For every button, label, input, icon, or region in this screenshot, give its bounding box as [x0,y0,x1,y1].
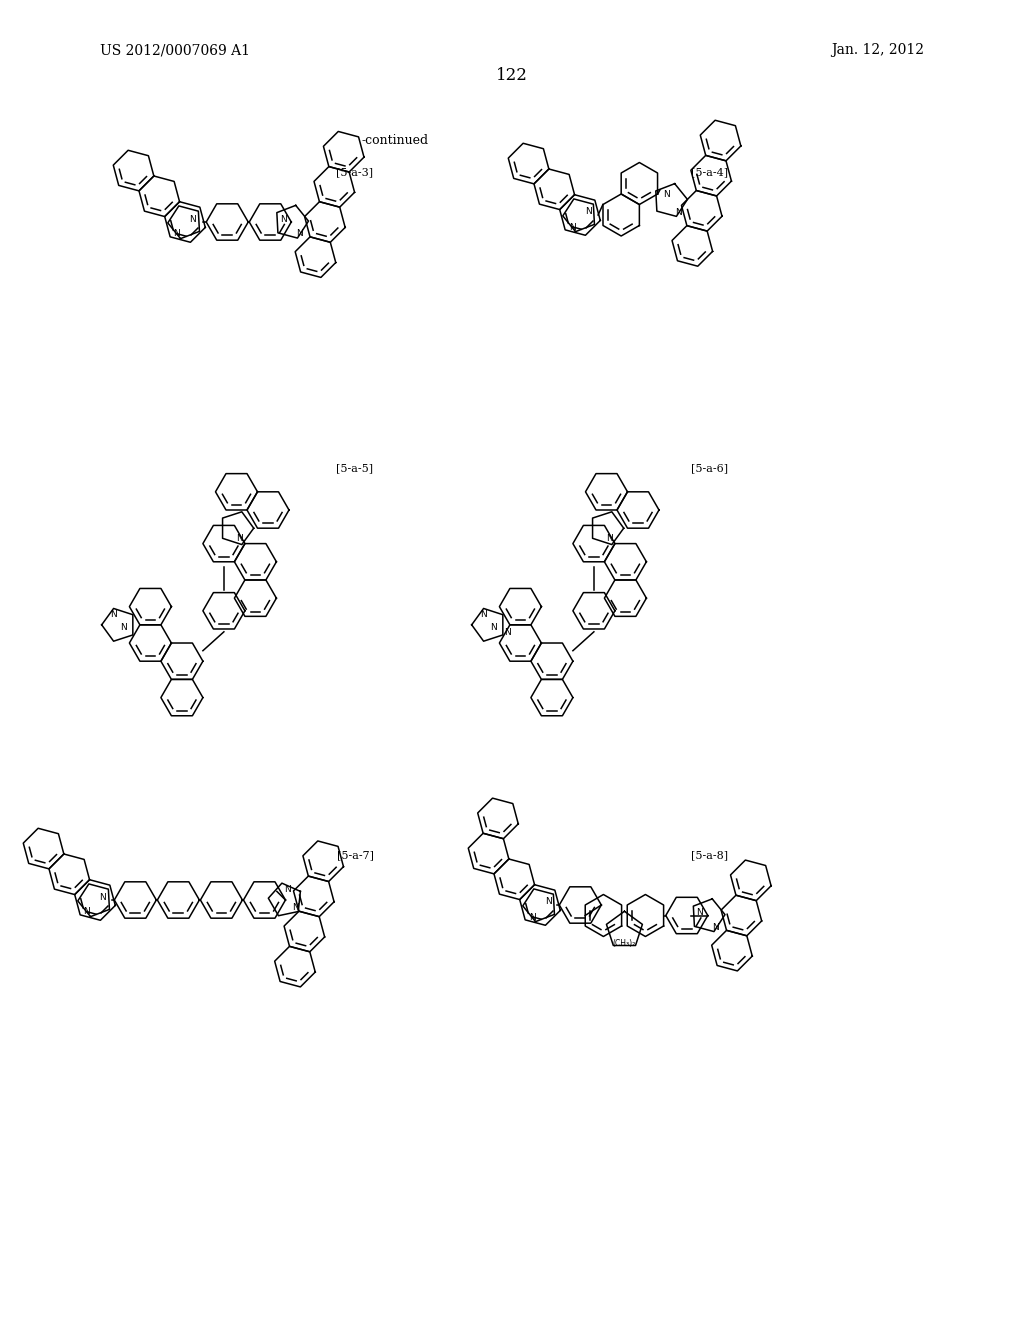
Text: N: N [189,214,197,223]
Text: N: N [111,610,118,619]
Text: N: N [545,898,551,907]
Text: N: N [99,892,106,902]
Text: [5-a-8]: [5-a-8] [691,850,728,861]
Text: [5-a-3]: [5-a-3] [337,168,374,177]
Text: (CH₃)₂: (CH₃)₂ [612,940,636,948]
Text: N: N [296,230,303,239]
Text: N: N [174,230,180,239]
Text: [5-a-7]: [5-a-7] [337,850,374,861]
Text: N: N [585,207,592,216]
Text: N: N [480,610,487,619]
Text: N: N [237,533,243,543]
Text: N: N [292,903,299,912]
Text: N: N [713,923,719,932]
Text: N: N [568,223,575,231]
Text: N: N [121,623,127,632]
Text: N: N [490,623,498,632]
Text: N: N [284,886,291,895]
Text: -continued: -continued [361,133,429,147]
Text: US 2012/0007069 A1: US 2012/0007069 A1 [100,44,250,57]
Text: N: N [280,214,287,223]
Text: Jan. 12, 2012: Jan. 12, 2012 [831,44,924,57]
Text: [5-a-4]: [5-a-4] [691,168,728,177]
Text: 122: 122 [496,66,528,83]
Text: N: N [606,533,613,543]
Text: N: N [663,190,670,199]
Text: N: N [505,628,511,638]
Text: N: N [696,908,703,917]
Text: [5-a-5]: [5-a-5] [337,463,374,473]
Text: N: N [528,912,536,921]
Text: N: N [84,908,90,916]
Text: N: N [675,207,682,216]
Text: [5-a-6]: [5-a-6] [691,463,728,473]
